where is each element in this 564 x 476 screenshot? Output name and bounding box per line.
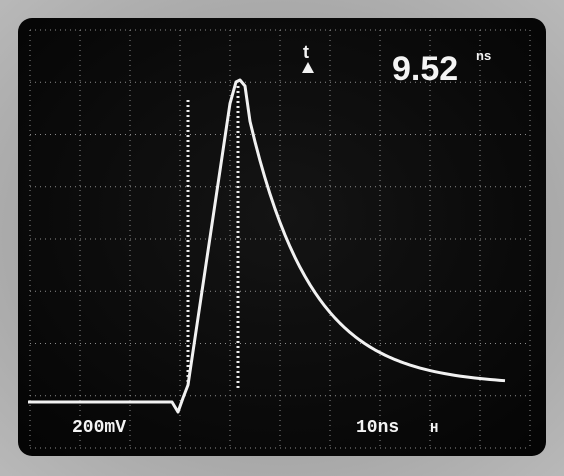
time-scale: 10ns (356, 418, 399, 438)
delta-t-label: t (303, 42, 309, 62)
channel-scale: 200mV (72, 418, 126, 438)
delta-t-unit: ns (476, 48, 491, 63)
screen (18, 18, 546, 456)
delta-symbol (302, 62, 314, 73)
graticule (29, 29, 531, 449)
waveform (28, 78, 506, 414)
delta-t-value: 9.52 (392, 50, 458, 88)
trigger-marker: H (430, 421, 438, 437)
